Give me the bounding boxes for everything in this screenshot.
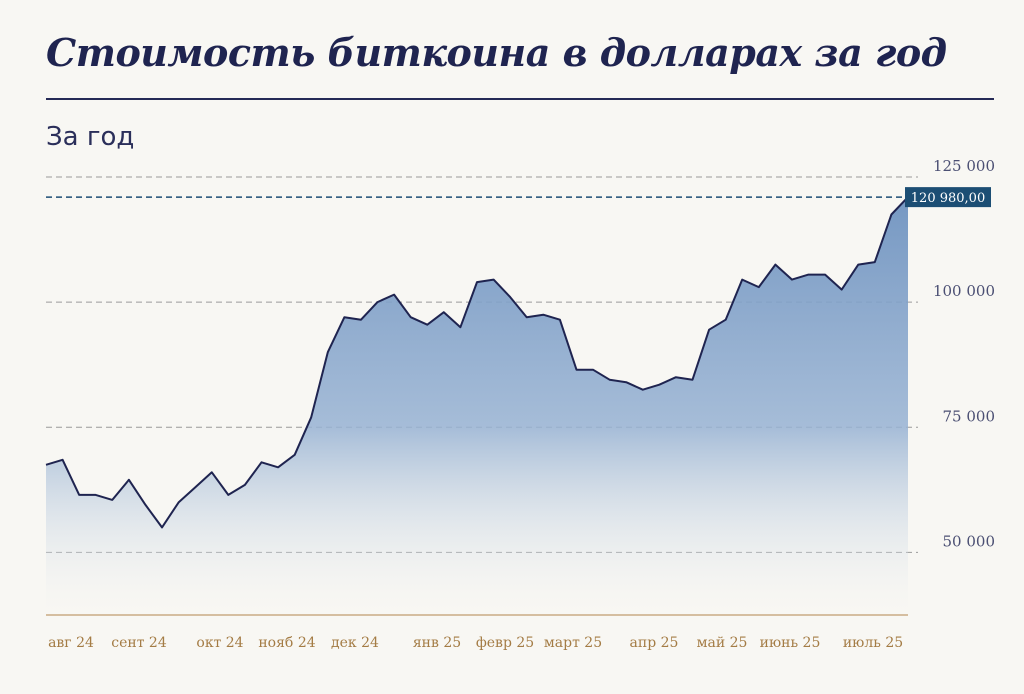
current-price-tag bbox=[905, 187, 991, 208]
y-tick-label: 100 000 bbox=[933, 282, 995, 300]
x-tick-label: февр 25 bbox=[476, 635, 534, 651]
y-tick-label: 125 000 bbox=[933, 157, 995, 175]
period-label: За год bbox=[46, 122, 135, 152]
x-tick-label: нояб 24 bbox=[258, 635, 315, 651]
x-tick-label: авг 24 bbox=[48, 635, 94, 651]
x-tick-label: апр 25 bbox=[630, 635, 679, 651]
title-divider bbox=[46, 98, 994, 100]
x-tick-label: май 25 bbox=[697, 635, 748, 651]
x-tick-label: июль 25 bbox=[843, 635, 903, 651]
x-tick-label: окт 24 bbox=[196, 635, 243, 651]
x-tick-label: июнь 25 bbox=[760, 635, 821, 651]
y-tick-label: 50 000 bbox=[943, 532, 996, 550]
current-price-marker: 120 980,00 bbox=[46, 187, 991, 208]
price-area bbox=[46, 197, 908, 615]
x-tick-label: дек 24 bbox=[331, 635, 379, 651]
x-tick-label: март 25 bbox=[544, 635, 602, 651]
x-tick-label: сент 24 bbox=[111, 635, 167, 651]
y-tick-label: 75 000 bbox=[943, 407, 996, 425]
chart-title: Стоимость биткоина в долларах за год bbox=[46, 30, 947, 75]
current-price-label: 120 980,00 bbox=[911, 191, 985, 206]
x-axis-labels: авг 24 сент 24 окт 24 нояб 24 дек 24 янв 25 фе… bbox=[48, 635, 903, 651]
x-tick-label: янв 25 bbox=[413, 635, 461, 651]
price-line bbox=[45, 196, 909, 529]
